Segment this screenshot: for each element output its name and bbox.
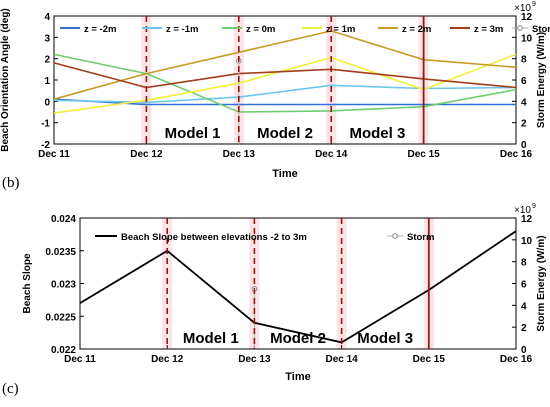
pc-model-label-3: Model 3 <box>357 330 413 347</box>
pc-y2-tick-label: 6 <box>521 280 527 291</box>
pc-y2-tick-label: 0 <box>521 345 527 356</box>
pb-y-tick-label: -2 <box>41 140 50 151</box>
pb-legend-label-1: z = -2m <box>84 24 116 35</box>
pc-y-tick-label: 0.024 <box>51 214 76 225</box>
pc-legend-storm-marker <box>392 233 398 239</box>
pc-y2-tick-label: 2 <box>521 323 527 334</box>
pb-x-tick-label: Dec 12 <box>130 149 163 160</box>
pc-y2-tick-label: 4 <box>521 301 527 312</box>
pb-y-tick-label: 3 <box>44 33 50 44</box>
pc-y-tick-label: 0.023 <box>51 280 76 291</box>
pb-y-axis-title: Beach Orientation Angle (deg) <box>0 8 11 152</box>
pc-y-axis-title: Beach Slope <box>22 253 33 313</box>
panel-label-c: (c) <box>2 381 19 397</box>
pc-y2-tick-label: 10 <box>521 236 533 247</box>
pc-series-line-1 <box>79 230 517 344</box>
pc-model-label-2: Model 2 <box>270 330 326 347</box>
pb-y2-tick-label: 10 <box>521 33 533 44</box>
pb-x-tick-label: Dec 13 <box>223 149 256 160</box>
pb-y2-tick-label: 0 <box>521 140 527 151</box>
pb-legend-storm-label: Storm <box>532 24 550 35</box>
pb-y2-tick-label: 4 <box>521 97 527 108</box>
pc-y-tick-label: 0.022 <box>51 345 76 356</box>
pb-x-tick-label: Dec 16 <box>500 149 533 160</box>
pb-model-label-3: Model 3 <box>349 125 405 142</box>
pc-y-tick-label: 0.0235 <box>45 247 76 258</box>
pb-y2-multiplier: ×10 <box>514 3 531 14</box>
pb-y-tick-label: 1 <box>44 76 50 87</box>
pb-legend-label-5: z = 2m <box>402 24 431 35</box>
pb-y-tick-label: 0 <box>44 97 50 108</box>
pc-x-tick-label: Dec 12 <box>151 354 184 365</box>
pb-legend-label-4: z = 1m <box>326 24 355 35</box>
pb-y2-exponent: 9 <box>532 1 536 8</box>
pc-y2-multiplier: ×10 <box>514 205 531 216</box>
pb-legend-label-3: z = 0m <box>246 24 275 35</box>
pb-y-tick-label: -1 <box>41 119 50 130</box>
pb-y2-tick-label: 2 <box>521 119 527 130</box>
pb-series-line-3 <box>53 53 517 113</box>
pb-series-line-6 <box>53 62 517 89</box>
pc-x-tick-label: Dec 13 <box>238 354 271 365</box>
pc-y-tick-label: 0.0225 <box>45 312 76 323</box>
pc-legend-storm-label: Storm <box>407 232 434 243</box>
pb-y2-tick-label: 8 <box>521 55 527 66</box>
pb-y2-axis-title: Storm Energy (W/m) <box>536 32 547 128</box>
pc-y2-tick-label: 8 <box>521 258 527 269</box>
pb-series-line-2 <box>53 84 517 104</box>
pc-model-label-1: Model 1 <box>183 330 239 347</box>
pb-x-tick-label: Dec 15 <box>407 149 440 160</box>
pc-y2-axis-title: Storm Energy (W/m) <box>536 235 547 331</box>
panel-label-b: (b) <box>2 175 20 191</box>
pb-series-line-5 <box>53 30 517 100</box>
pb-y-tick-label: 4 <box>44 12 50 23</box>
pb-x-axis-title: Time <box>272 168 297 180</box>
pc-x-tick-label: Dec 14 <box>325 354 358 365</box>
pc-legend-label-1: Beach Slope between elevations -2 to 3m <box>121 232 307 243</box>
pb-legend-label-6: z = 3m <box>474 24 503 35</box>
pb-x-tick-label: Dec 11 <box>38 149 70 160</box>
pc-y2-tick-label: 12 <box>521 214 533 225</box>
pb-model-label-2: Model 2 <box>257 125 313 142</box>
pc-x-tick-label: Dec 11 <box>64 354 96 365</box>
pb-legend-storm-marker <box>517 25 523 31</box>
pb-legend-label-2: z = -1m <box>166 24 198 35</box>
pb-x-tick-label: Dec 14 <box>315 149 348 160</box>
pc-x-tick-label: Dec 16 <box>500 354 533 365</box>
pc-x-axis-title: Time <box>285 371 310 383</box>
pb-y2-tick-label: 12 <box>521 12 533 23</box>
pb-series-line-4 <box>53 53 517 114</box>
pc-x-tick-label: Dec 15 <box>413 354 446 365</box>
pc-y2-exponent: 9 <box>532 203 536 210</box>
pb-model-label-1: Model 1 <box>165 125 221 142</box>
pb-y2-tick-label: 6 <box>521 76 527 87</box>
pb-y-tick-label: 2 <box>44 55 50 66</box>
